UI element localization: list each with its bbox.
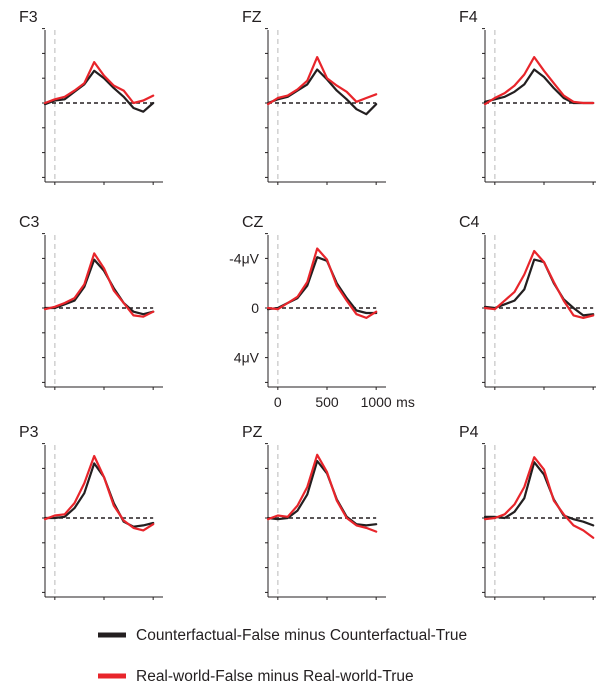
series-line-realworld — [483, 56, 595, 106]
x-tick-label: 500 — [315, 394, 339, 410]
series-line-counterfactual — [266, 459, 378, 527]
panel-c4: C4 — [459, 214, 596, 390]
x-tick-label: 0 — [274, 394, 282, 410]
series-line-realworld — [266, 453, 378, 533]
panel-title: P3 — [19, 424, 39, 441]
series-line-counterfactual — [483, 68, 595, 105]
panel-p3: P3 — [19, 424, 163, 600]
legend-label: Real-world-False minus Real-world-True — [136, 668, 414, 685]
series-line-counterfactual — [43, 462, 155, 528]
panel-title: P4 — [459, 424, 479, 441]
series-line-counterfactual — [483, 258, 595, 317]
panel-title: CZ — [242, 214, 264, 231]
panel-c3: C3 — [19, 214, 163, 390]
series-line-realworld — [483, 456, 595, 539]
panel-f4: F4 — [459, 9, 596, 185]
series-line-realworld — [43, 252, 155, 318]
series-line-counterfactual — [266, 68, 378, 116]
series-line-realworld — [43, 61, 155, 105]
panel-f3: F3 — [19, 9, 163, 185]
panel-title: F3 — [19, 9, 38, 26]
series-line-counterfactual — [43, 69, 155, 113]
panel-title: F4 — [459, 9, 478, 26]
series-line-realworld — [483, 249, 595, 319]
panel-p4: P4 — [459, 424, 596, 600]
series-line-counterfactual — [43, 258, 155, 316]
panel-pz: PZ — [242, 424, 386, 600]
y-tick-label: 4μV — [234, 350, 260, 366]
panel-cz: CZ -4μV 0 4μV 0 500 1000 ms — [229, 214, 415, 410]
series-line-realworld — [266, 247, 378, 319]
x-tick-label: 1000 — [361, 394, 392, 410]
x-unit-label: ms — [396, 394, 415, 410]
panel-title: FZ — [242, 9, 262, 26]
y-tick-label: -4μV — [229, 250, 260, 266]
y-tick-label: 0 — [251, 300, 259, 316]
series-line-realworld — [43, 454, 155, 532]
legend-label: Counterfactual-False minus Counterfactua… — [136, 627, 467, 644]
legend: Counterfactual-False minus Counterfactua… — [98, 627, 467, 685]
legend-item: Counterfactual-False minus Counterfactua… — [98, 627, 467, 644]
panel-fz: FZ — [242, 9, 386, 185]
panel-title: C3 — [19, 214, 40, 231]
panel-title: C4 — [459, 214, 480, 231]
series-line-counterfactual — [483, 461, 595, 527]
panel-title: PZ — [242, 424, 263, 441]
series-line-realworld — [266, 56, 378, 106]
legend-item: Real-world-False minus Real-world-True — [98, 668, 414, 685]
